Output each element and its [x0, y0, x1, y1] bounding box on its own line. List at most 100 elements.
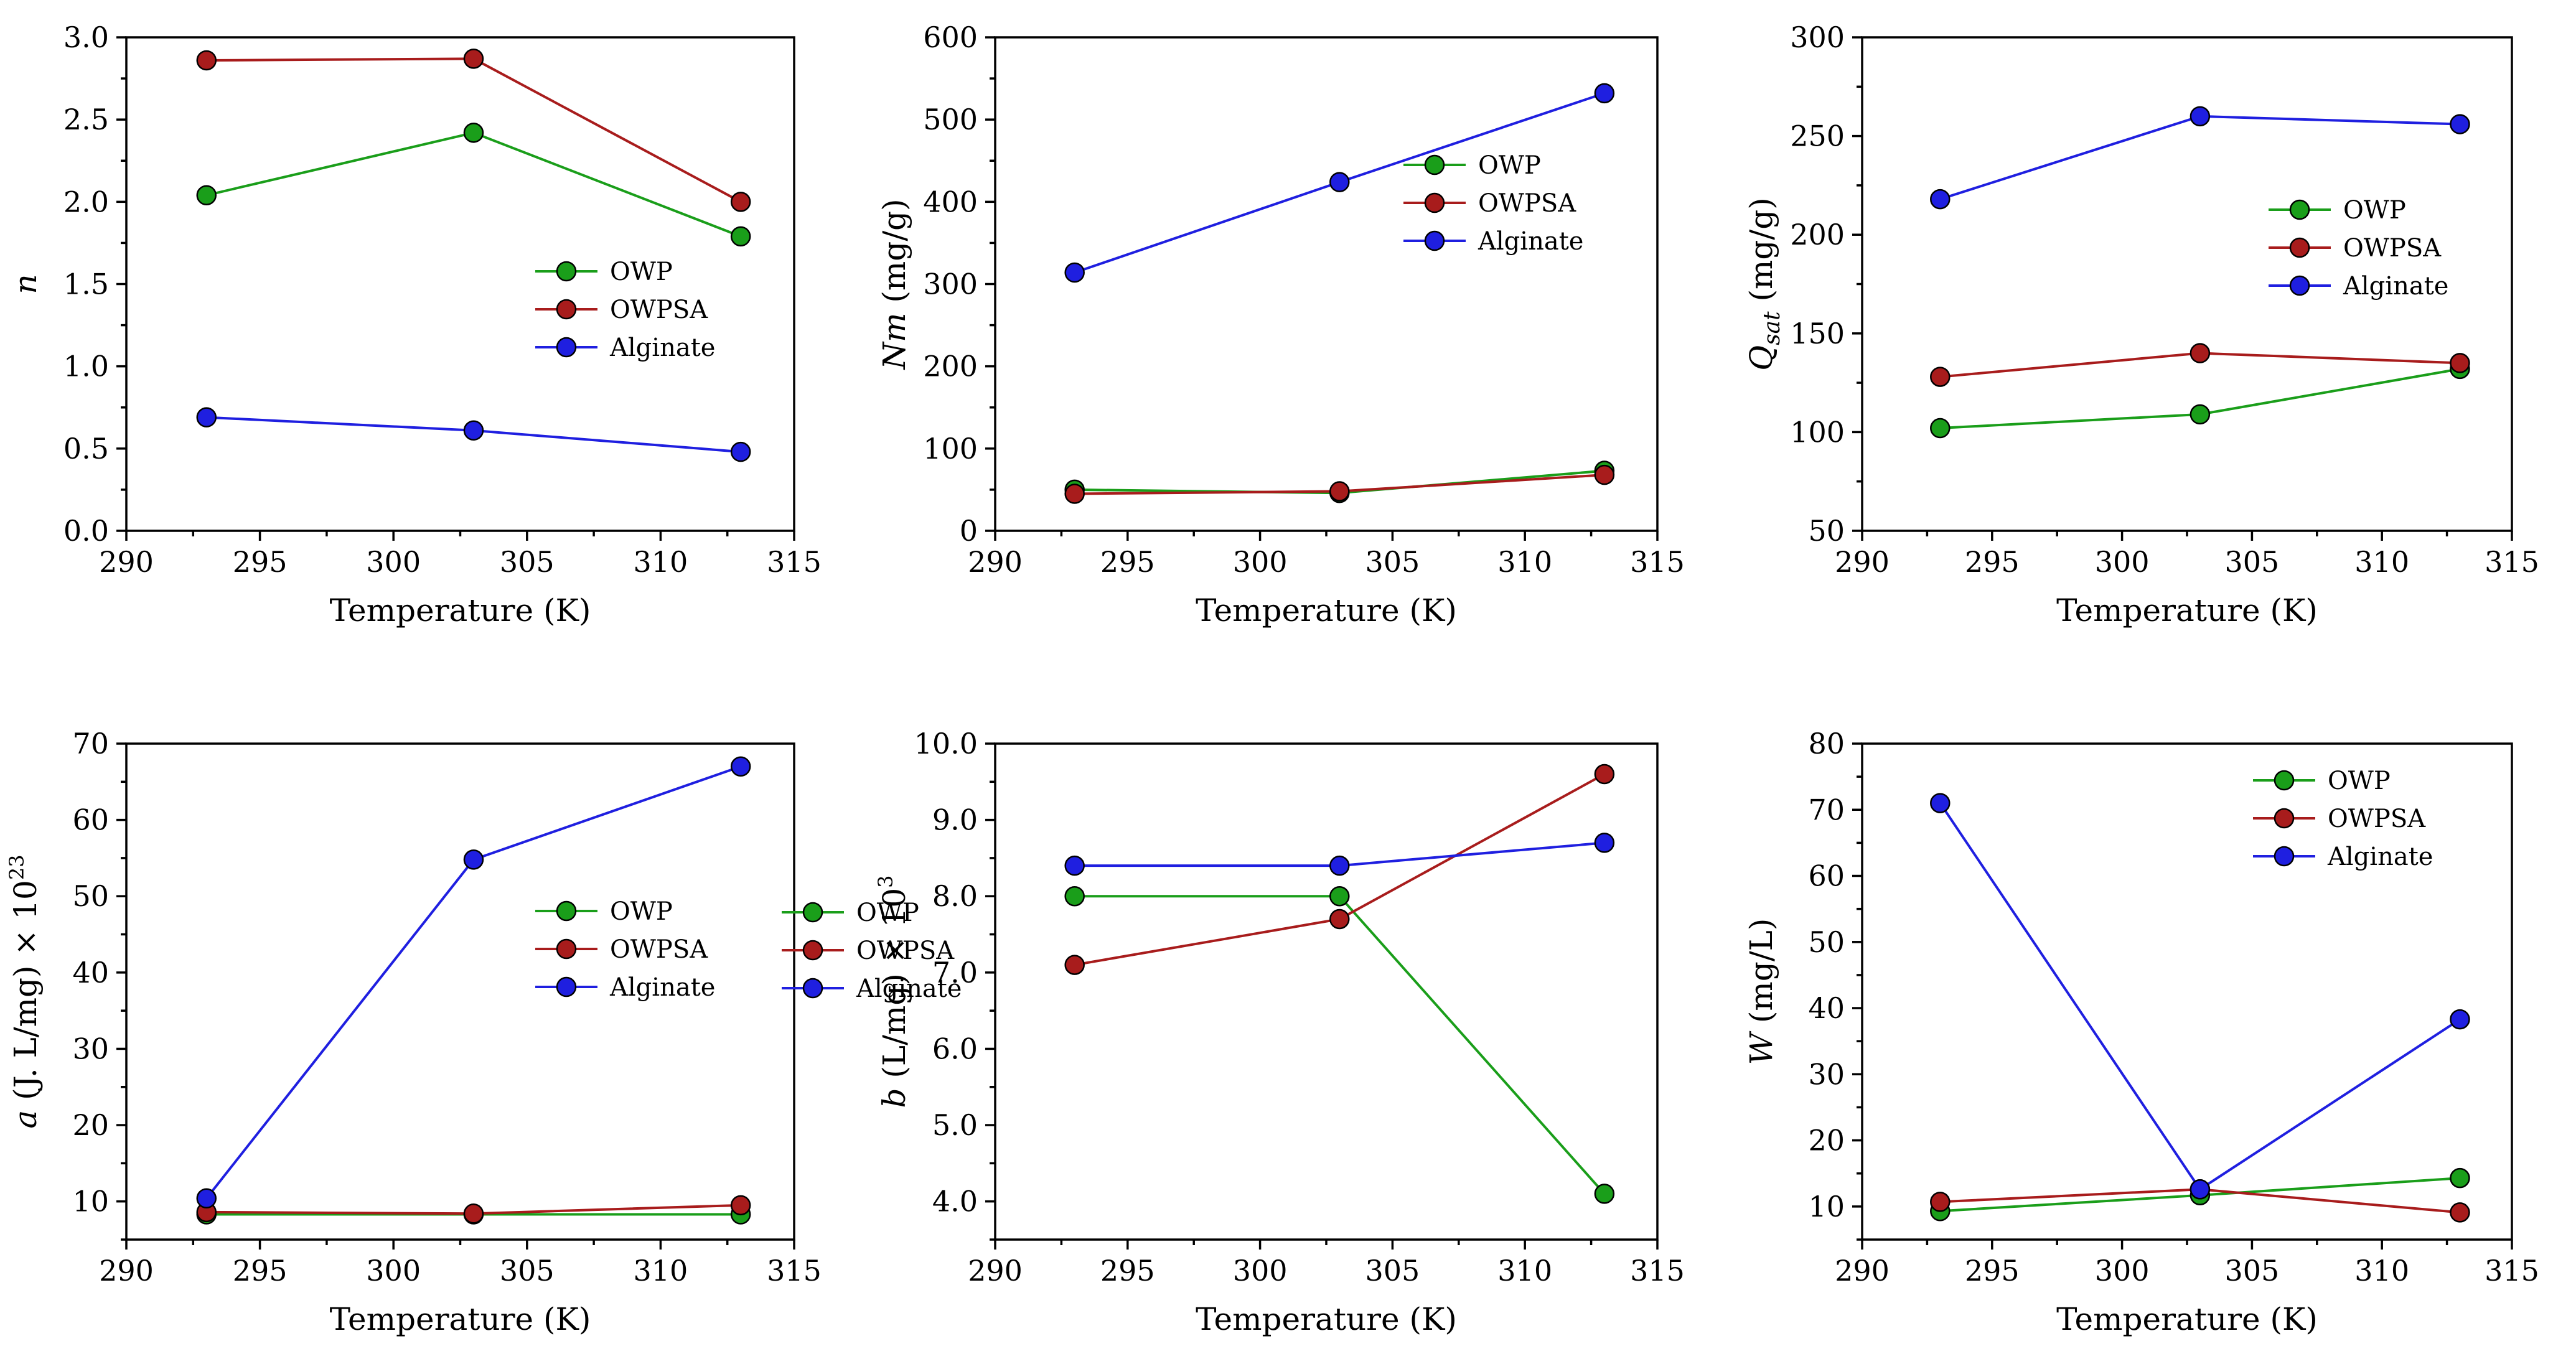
legend-marker [802, 978, 823, 999]
data-point-owpsa [1329, 481, 1350, 502]
x-tick-label: 310 [633, 545, 688, 579]
y-tick-label: 2.5 [63, 103, 109, 136]
legend-marker [2274, 846, 2295, 867]
x-tick-label: 295 [1100, 545, 1155, 579]
legend-marker [802, 940, 823, 961]
legend-label: OWP [2343, 196, 2406, 225]
y-tick-label: 8.0 [932, 879, 978, 913]
data-point-alginate [2450, 114, 2470, 134]
data-point-owpsa [1930, 367, 1951, 387]
legend-marker [556, 938, 577, 960]
legend-label: OWPSA [610, 935, 708, 964]
y-axis-symbol: W [1743, 1030, 1779, 1065]
y-tick-label: 200 [923, 350, 978, 383]
y-tick-label: 30 [72, 1032, 109, 1065]
y-axis-symbol: Q [1743, 345, 1779, 371]
legend-label: OWP [856, 899, 919, 927]
series-line-owp [1074, 895, 1606, 1195]
data-point-alginate [463, 849, 484, 870]
legend-marker [2274, 808, 2295, 829]
legend-label: Alginate [609, 334, 715, 362]
x-tick-label: 315 [2485, 545, 2539, 579]
data-point-owp [1329, 885, 1350, 907]
y-tick-label: 250 [1790, 119, 1845, 153]
x-tick-label: 295 [1965, 545, 2020, 579]
y-tick-label: 50 [72, 879, 109, 913]
y-axis-unit: (J. L/mg) × 10 [7, 880, 44, 1110]
legend-marker [556, 299, 577, 320]
y-tick-label: 50 [1808, 925, 1845, 959]
data-point-alginate [196, 1188, 217, 1209]
legend-label: OWPSA [856, 937, 955, 965]
x-tick-label: 295 [1965, 1254, 2020, 1287]
legend-label: OWP [2328, 767, 2391, 795]
legend-marker [2289, 199, 2310, 220]
data-point-owp [1594, 1184, 1615, 1204]
y-tick-label: 0 [960, 514, 978, 548]
y-axis-title: Qsat (mg/g) [1743, 197, 1785, 371]
data-point-owp [730, 226, 751, 247]
x-tick-label: 305 [1365, 545, 1420, 579]
legend: OWP OWPSA Alginate [2253, 767, 2433, 871]
data-point-alginate [1930, 189, 1951, 210]
data-point-owp [2190, 404, 2211, 425]
y-tick-label: 40 [1808, 991, 1845, 1025]
y-tick-label: 60 [72, 803, 109, 837]
y-axis-symbol: a [7, 1110, 44, 1129]
x-axis-title: Temperature (K) [330, 1301, 591, 1337]
x-tick-label: 290 [1835, 1254, 1890, 1287]
legend-marker [1424, 230, 1445, 251]
data-point-owpsa [1930, 1192, 1951, 1212]
data-point-alginate [1064, 855, 1085, 876]
legend-marker [556, 261, 577, 282]
legend-label: Alginate [2327, 843, 2433, 871]
data-point-owp [1064, 885, 1085, 907]
data-point-alginate [1329, 172, 1350, 192]
legend: OWP OWPSA Alginate [535, 258, 715, 362]
y-axis-superscript: 23 [5, 854, 29, 880]
data-point-alginate [2190, 106, 2211, 127]
x-tick-label: 305 [1365, 1254, 1420, 1287]
legend-marker [556, 337, 577, 358]
chart-3: 290 295 300 305 310 315 50 100 150 200 250 300 Tempe… [1743, 21, 2539, 628]
y-tick-label: 300 [1790, 21, 1845, 54]
data-point-owp [196, 185, 217, 206]
y-tick-label: 3.0 [63, 21, 109, 54]
legend: OWP OWPSA Alginate [2269, 196, 2448, 301]
y-axis-title: W (mg/L) [1743, 918, 1779, 1065]
legend-label: Alginate [1478, 227, 1583, 256]
x-tick-label: 310 [633, 1254, 688, 1287]
y-tick-label: 60 [1808, 859, 1845, 893]
x-axis-title: Temperature (K) [1196, 592, 1457, 628]
legend-marker [556, 976, 577, 998]
y-axis-unit: (mg/g) [876, 199, 912, 312]
x-axis-title: Temperature (K) [330, 592, 591, 628]
y-tick-label: 20 [1808, 1124, 1845, 1157]
legend-label: OWPSA [1478, 189, 1576, 218]
x-tick-label: 290 [968, 1254, 1023, 1287]
data-point-owpsa [730, 192, 751, 212]
x-tick-label: 300 [1233, 1254, 1288, 1287]
data-point-alginate [1594, 83, 1615, 104]
x-tick-label: 300 [366, 545, 421, 579]
data-point-alginate [463, 420, 484, 441]
legend-label: OWPSA [2328, 805, 2426, 833]
y-tick-label: 30 [1808, 1057, 1845, 1091]
y-tick-label: 50 [1808, 514, 1845, 548]
x-tick-label: 290 [99, 1254, 154, 1287]
y-tick-label: 150 [1790, 317, 1845, 350]
data-point-alginate [2450, 1009, 2470, 1030]
y-tick-label: 0.5 [63, 432, 109, 465]
y-tick-label: 500 [923, 103, 978, 136]
legend-label: Alginate [856, 974, 962, 1003]
data-point-owp [463, 123, 484, 143]
data-point-alginate [1329, 855, 1350, 876]
data-point-owp [1930, 418, 1951, 439]
y-tick-label: 7.0 [932, 956, 978, 989]
x-axis-title: Temperature (K) [2056, 1301, 2318, 1337]
legend: OWP OWPSA Alginate [535, 897, 715, 1002]
x-tick-label: 310 [1497, 1254, 1552, 1287]
legend-marker [556, 900, 577, 922]
x-tick-label: 305 [500, 545, 555, 579]
legend: OWP OWPSA Alginate [1403, 151, 1583, 256]
